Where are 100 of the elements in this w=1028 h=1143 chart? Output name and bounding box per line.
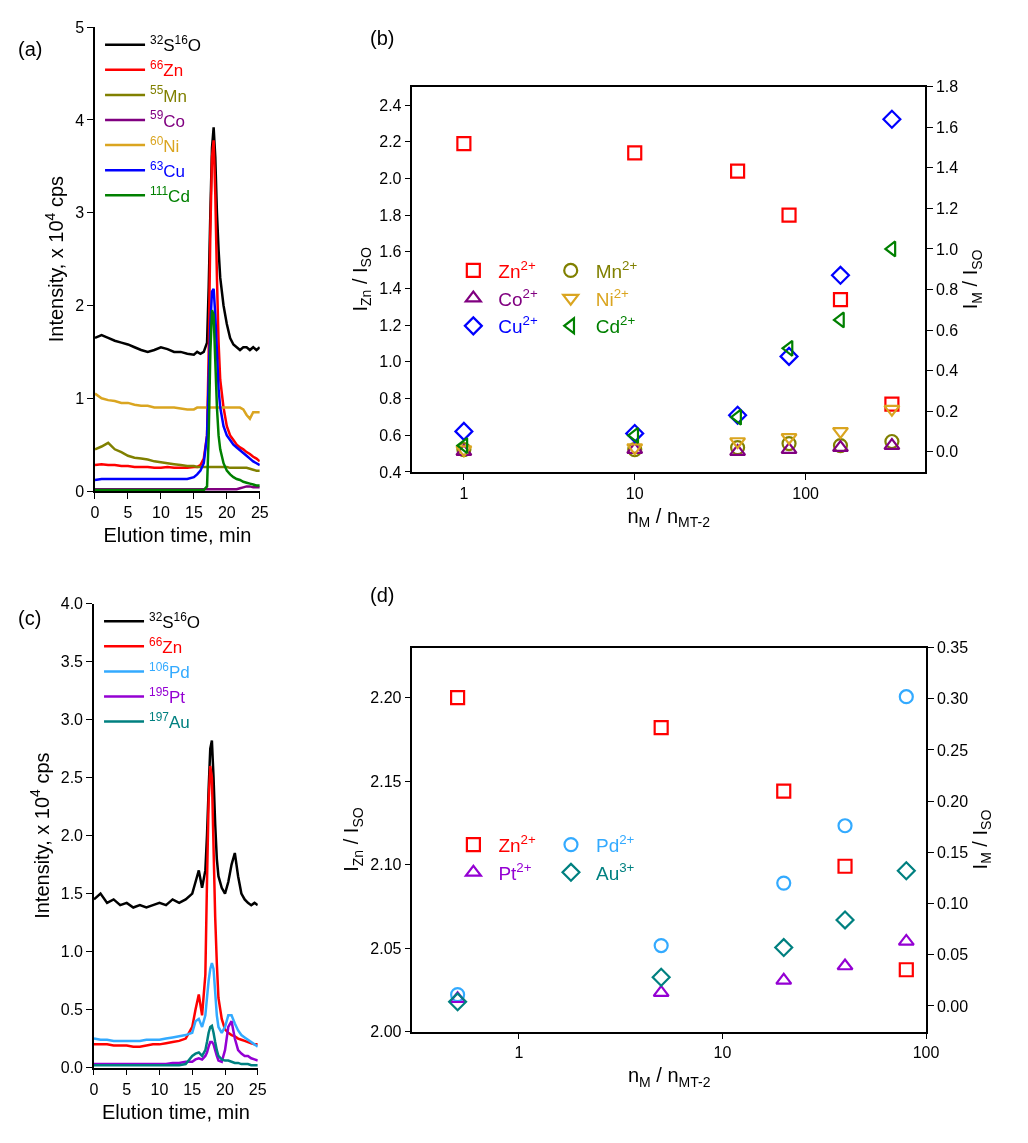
x-axis-title: Elution time, min	[103, 524, 252, 546]
legend-label: Co$^{2+}$	[498, 285, 539, 310]
y-tick-label: 1.2	[379, 316, 402, 334]
x-axis-title: n$_{M}$ / n$_{MT-2}$	[628, 1064, 711, 1090]
y2-tick-label: 0.20	[936, 792, 969, 810]
y-tick-label: 2.5	[60, 769, 84, 787]
y-tick-label: 5	[75, 18, 85, 36]
x-tick-label: 1	[459, 484, 469, 502]
y-tick-label: 2.20	[370, 689, 402, 707]
legend-label: $^{195}$Pt	[149, 684, 186, 708]
x-tick-label: 20	[217, 504, 236, 521]
line-series	[94, 392, 260, 420]
y2-tick-label: 1.6	[935, 118, 959, 136]
x-tick-label: 5	[123, 504, 133, 521]
y-tick-label: 4	[75, 111, 85, 129]
legend-label: $^{111}$Cd	[150, 183, 190, 206]
y-tick-label: 2.4	[379, 96, 402, 114]
y2-tick-label: 1.4	[935, 159, 959, 177]
legend-label: Cd$^{2+}$	[595, 313, 636, 338]
y-tick-label: 0.4	[379, 463, 402, 481]
y-tick-label: 2.05	[370, 939, 402, 957]
y2-tick-label: 0.10	[936, 895, 969, 913]
legend-label: Ni$^{2+}$	[595, 285, 630, 310]
y-tick-label: 0.8	[379, 390, 402, 408]
y2-tick-label: 0.00	[936, 997, 969, 1015]
y-tick-label: 1.0	[60, 943, 84, 961]
x-tick-label: 15	[183, 1080, 202, 1098]
y2-tick-label: 1.8	[935, 78, 959, 96]
y2-tick-label: 0.8	[935, 281, 959, 299]
legend-label: $^{55}$Mn	[150, 83, 187, 106]
line-series	[93, 764, 258, 1048]
legend-label: Zn$^{2+}$	[498, 832, 536, 857]
legend-label: Au$^{3+}$	[595, 859, 635, 884]
legend-label: $^{63}$Cu	[150, 158, 186, 181]
y2-tick-label: 1.0	[935, 240, 959, 258]
x-tick-label: 25	[248, 1080, 267, 1098]
x-axis-title: Elution time, min	[101, 1100, 250, 1123]
legend-label: Zn$^{2+}$	[498, 257, 536, 282]
x-axis-title: n$_{M}$ / n$_{MT-2}$	[627, 504, 711, 531]
x-tick-label: 1	[514, 1044, 524, 1062]
y-tick-label: 0.6	[379, 426, 402, 444]
y-tick-label: 3.0	[60, 711, 84, 729]
legend-label: Pd$^{2+}$	[595, 832, 635, 857]
y-tick-label: 1.8	[379, 206, 402, 224]
y2-tick-label: 0.05	[936, 946, 969, 964]
x-tick-label: 100	[912, 1044, 940, 1062]
x-tick-label: 10	[625, 484, 644, 502]
y-tick-label: 3.5	[60, 653, 84, 671]
y2-tick-label: 0.35	[936, 639, 969, 657]
line-series	[93, 961, 258, 1048]
legend-label: Mn$^{2+}$	[595, 257, 638, 282]
legend-label: $^{66}$Zn	[149, 634, 183, 657]
y2-tick-label: 0.4	[935, 362, 959, 380]
legend-label: $^{59}$Co	[150, 108, 186, 131]
x-tick-label: 20	[216, 1080, 235, 1098]
y2-tick-label: 0.2	[935, 402, 959, 420]
y-tick-label: 0.5	[60, 1001, 84, 1019]
y2-tick-label: 0.0	[935, 443, 959, 461]
y2-tick-label: 1.2	[935, 200, 959, 218]
y-tick-label: 2.15	[370, 772, 402, 790]
legend-label: $^{32}$S$^{16}$O	[149, 609, 201, 632]
legend-label: Pt$^{2+}$	[498, 859, 532, 884]
y-tick-label: 1.0	[379, 353, 402, 371]
legend-label: $^{66}$Zn	[150, 58, 184, 81]
y2-tick-label: 0.25	[936, 741, 969, 759]
y-tick-label: 0.0	[60, 1059, 84, 1077]
chart-title: (b)	[370, 27, 395, 49]
legend-label: $^{32}$S$^{16}$O	[150, 33, 202, 56]
y2-tick-label: 0.30	[936, 690, 969, 708]
line-series	[94, 441, 260, 472]
y-tick-label: 1.5	[60, 885, 84, 903]
x-tick-label: 5	[122, 1080, 132, 1098]
chart-title: (d)	[370, 584, 395, 606]
y2-tick-label: 0.15	[936, 843, 969, 861]
y-tick-label: 2.10	[370, 856, 402, 874]
x-tick-label: 15	[184, 504, 203, 521]
y2-tick-label: 0.6	[935, 321, 959, 339]
legend-label: $^{197}$Au	[149, 710, 190, 733]
legend-label: $^{106}$Pd	[149, 659, 190, 683]
y-tick-label: 1.4	[379, 280, 402, 298]
x-tick-label: 10	[152, 504, 170, 521]
legend-label: $^{60}$Ni	[150, 133, 180, 156]
x-tick-label: 10	[713, 1044, 732, 1062]
x-tick-label: 0	[90, 504, 100, 521]
x-tick-label: 0	[89, 1080, 99, 1098]
x-tick-label: 10	[150, 1080, 169, 1098]
y-tick-label: 1	[75, 389, 85, 407]
x-tick-label: 100	[792, 484, 820, 502]
y-tick-label: 2.0	[60, 827, 84, 845]
y-tick-label: 1.6	[379, 243, 402, 261]
y-tick-label: 3	[75, 204, 85, 222]
y-tick-label: 2.0	[379, 170, 402, 188]
legend-label: Cu$^{2+}$	[498, 313, 539, 338]
y-tick-label: 4.0	[60, 595, 84, 613]
y-tick-label: 2.00	[370, 1023, 402, 1041]
text: (a)	[18, 38, 43, 60]
y-tick-label: 2.2	[379, 133, 402, 151]
chart-title: (c)	[18, 607, 42, 629]
y-tick-label: 2	[75, 297, 85, 315]
x-tick-label: 25	[250, 504, 269, 521]
